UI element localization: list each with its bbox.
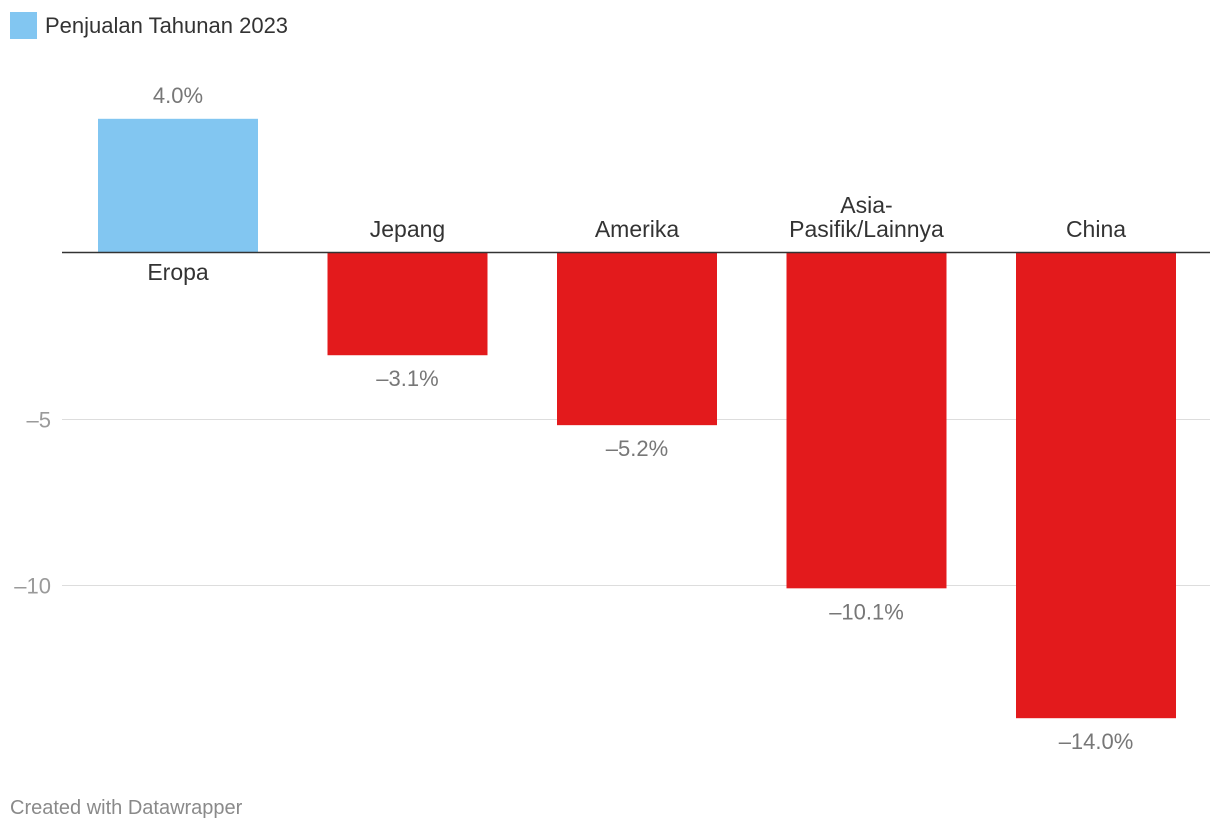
category-label: China xyxy=(1066,216,1126,242)
y-tick-label: –10 xyxy=(14,574,51,599)
category-label: Jepang xyxy=(370,216,445,242)
footer-credit: Created with Datawrapper xyxy=(10,797,243,819)
bars xyxy=(98,118,1176,719)
data-label: –10.1% xyxy=(829,599,904,624)
data-label: –5.2% xyxy=(606,436,668,461)
bar xyxy=(1016,252,1176,719)
category-label: Asia- xyxy=(840,192,892,218)
bar xyxy=(786,252,947,589)
data-label: 4.0% xyxy=(153,83,203,108)
bar xyxy=(98,118,258,252)
data-label: –14.0% xyxy=(1059,729,1134,754)
y-tick-label: –5 xyxy=(27,408,51,433)
legend-swatch xyxy=(10,12,37,39)
labels: –5 –10 4.0% Eropa –3.1% Jepang –5.2% Amerika –10… xyxy=(14,83,1210,754)
data-label: –3.1% xyxy=(376,366,438,391)
category-label: Amerika xyxy=(595,216,680,242)
category-label: Eropa xyxy=(147,259,209,285)
bar xyxy=(557,252,717,426)
legend-label: Penjualan Tahunan 2023 xyxy=(45,13,288,38)
category-label: Pasifik/Lainnya xyxy=(789,216,944,242)
bar xyxy=(327,252,488,356)
